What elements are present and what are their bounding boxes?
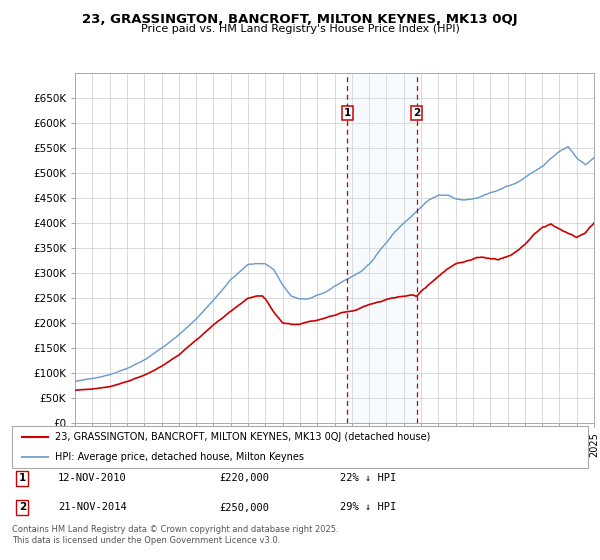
Bar bbox=[347, 73, 416, 423]
Text: 2: 2 bbox=[413, 108, 420, 118]
Text: Contains HM Land Registry data © Crown copyright and database right 2025.
This d: Contains HM Land Registry data © Crown c… bbox=[12, 525, 338, 545]
Text: 1: 1 bbox=[19, 473, 26, 483]
Text: 23, GRASSINGTON, BANCROFT, MILTON KEYNES, MK13 0QJ: 23, GRASSINGTON, BANCROFT, MILTON KEYNES… bbox=[82, 13, 518, 26]
Text: 21-NOV-2014: 21-NOV-2014 bbox=[58, 502, 127, 512]
Text: HPI: Average price, detached house, Milton Keynes: HPI: Average price, detached house, Milt… bbox=[55, 452, 304, 462]
Text: 2: 2 bbox=[19, 502, 26, 512]
Text: 1: 1 bbox=[344, 108, 351, 118]
Text: 29% ↓ HPI: 29% ↓ HPI bbox=[340, 502, 397, 512]
Text: 22% ↓ HPI: 22% ↓ HPI bbox=[340, 473, 397, 483]
Text: £250,000: £250,000 bbox=[220, 502, 269, 512]
Text: Price paid vs. HM Land Registry's House Price Index (HPI): Price paid vs. HM Land Registry's House … bbox=[140, 24, 460, 34]
Text: 12-NOV-2010: 12-NOV-2010 bbox=[58, 473, 127, 483]
Text: 23, GRASSINGTON, BANCROFT, MILTON KEYNES, MK13 0QJ (detached house): 23, GRASSINGTON, BANCROFT, MILTON KEYNES… bbox=[55, 432, 431, 442]
Text: £220,000: £220,000 bbox=[220, 473, 269, 483]
